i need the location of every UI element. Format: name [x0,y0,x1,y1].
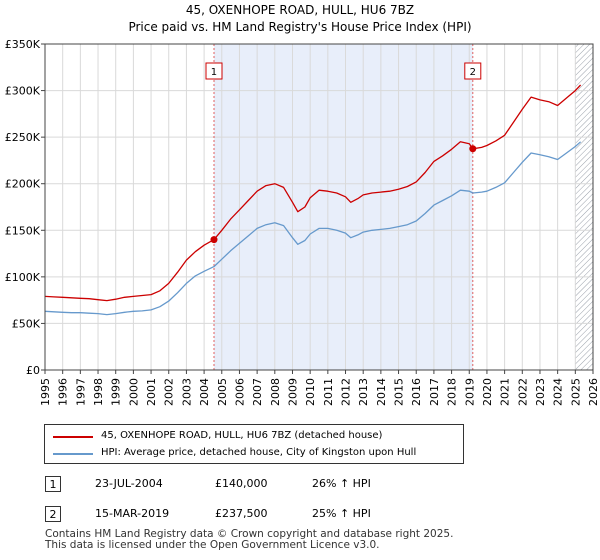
legend-label-property: 45, OXENHOPE ROAD, HULL, HU6 7BZ (detach… [101,430,383,441]
series-line-property [44,84,582,302]
y-tick-label: £0 [26,364,40,377]
chart-title: 45, OXENHOPE ROAD, HULL, HU6 7BZ [186,3,414,17]
x-tick-label: 1997 [74,378,87,406]
x-tick-label: 2002 [163,378,176,406]
sale-date: 15-MAR-2019 [95,507,170,520]
x-tick-label: 1998 [92,378,105,406]
legend-label-hpi: HPI: Average price, detached house, City… [101,447,417,458]
x-tick-label: 2009 [286,378,299,406]
sale-label-box [464,62,482,80]
x-tick-label: 2013 [357,378,370,406]
y-tick-label: £250K [5,131,41,144]
x-tick-label: 2005 [216,378,229,406]
x-tick-label: 1996 [57,378,70,406]
legend: 45, OXENHOPE ROAD, HULL, HU6 7BZ (detach… [44,424,464,464]
x-tick-label: 2022 [516,378,529,406]
x-tick-label: 2001 [145,378,158,406]
forecast-hatch [575,44,593,370]
sale-point [210,236,218,244]
sale-badge: 1 [45,476,61,492]
y-tick-label: £100K [5,271,41,284]
x-tick-label: 2015 [393,378,406,406]
footer-copyright: Contains HM Land Registry data © Crown c… [45,528,454,540]
x-tick-label: 2014 [375,378,388,406]
sale-point [469,145,477,153]
sale-price: £140,000 [215,477,268,490]
series-line-hpi [44,141,582,316]
sale-date: 23-JUL-2004 [95,477,163,490]
footer: Contains HM Land Registry data © Crown c… [45,529,453,551]
x-tick-label: 2008 [269,378,282,406]
y-tick-label: £300K [5,85,41,98]
x-tick-label: 2020 [481,378,494,406]
x-tick-label: 2021 [499,378,512,406]
x-tick-label: 2004 [198,378,211,406]
x-tick-label: 2012 [340,378,353,406]
sale-row-2: 2 15-MAR-2019 £237,500 25% ↑ HPI [0,506,600,526]
y-tick-label: £50K [12,317,41,330]
sale-label-box [205,62,223,80]
sale-label-number: 1 [211,67,217,78]
x-tick-label: 2003 [180,378,193,406]
x-tick-label: 2016 [410,378,423,406]
y-tick-label: £350K [5,38,41,51]
chart-subtitle: Price paid vs. HM Land Registry's House … [128,20,471,34]
x-tick-label: 2011 [322,378,335,406]
price-chart: 45, OXENHOPE ROAD, HULL, HU6 7BZ Price p… [5,3,600,406]
sale-hpi-change: 26% ↑ HPI [312,477,371,490]
x-tick-label: 2024 [552,378,565,406]
sale-badge: 2 [45,506,61,522]
x-tick-label: 2000 [127,378,140,406]
y-tick-label: £200K [5,178,41,191]
sale-row-1: 1 23-JUL-2004 £140,000 26% ↑ HPI [0,476,600,496]
x-tick-label: 2007 [251,378,264,406]
x-tick-label: 2025 [569,378,582,406]
footer-licence: This data is licensed under the Open Gov… [45,539,380,551]
x-tick-label: 1995 [39,378,52,406]
sale-label-number: 2 [470,67,476,78]
x-tick-label: 2023 [534,378,547,406]
sale-price: £237,500 [215,507,268,520]
x-tick-label: 2017 [428,378,441,406]
x-tick-label: 2026 [587,378,600,406]
sale-hpi-change: 25% ↑ HPI [312,507,371,520]
legend-swatch-property [53,436,93,438]
legend-swatch-hpi [53,453,93,455]
x-tick-label: 2019 [463,378,476,406]
x-tick-label: 1999 [110,378,123,406]
x-tick-label: 2018 [446,378,459,406]
x-tick-label: 2010 [304,378,317,406]
plot-border [44,43,594,371]
x-tick-label: 2006 [233,378,246,406]
y-tick-label: £150K [5,224,41,237]
